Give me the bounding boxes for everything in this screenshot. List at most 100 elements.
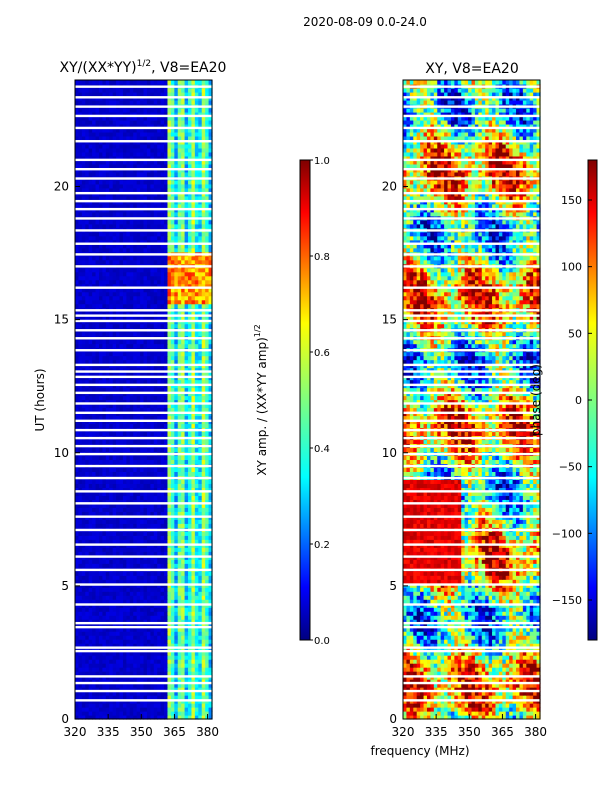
amplitude-heatmap-cell	[160, 339, 165, 345]
amplitude-heatmap-cell	[181, 655, 186, 660]
amplitude-heatmap-cell	[112, 615, 117, 620]
amplitude-heatmap-cell	[174, 687, 179, 692]
amplitude-heatmap-cell	[85, 395, 90, 401]
amplitude-heatmap-cell	[112, 455, 117, 461]
amplitude-heatmap-cell	[146, 291, 151, 297]
amplitude-heatmap-cell	[109, 711, 114, 716]
amplitude-heatmap-cell	[201, 595, 206, 600]
amplitude-heatmap-cell	[95, 523, 100, 528]
amplitude-heatmap-cell	[157, 607, 162, 612]
amplitude-heatmap-cell	[92, 639, 97, 644]
amplitude-heatmap-cell	[198, 359, 203, 365]
amplitude-heatmap-cell	[198, 691, 203, 696]
amplitude-heatmap-cell	[140, 563, 145, 568]
amplitude-heatmap-cell	[129, 507, 134, 512]
amplitude-heatmap-cell	[92, 683, 97, 688]
amplitude-heatmap-cell	[122, 591, 127, 596]
amplitude-heatmap-cell	[164, 703, 169, 708]
amplitude-heatmap-cell	[81, 519, 86, 524]
amplitude-heatmap-cell	[174, 295, 179, 301]
amplitude-heatmap-cell	[174, 351, 179, 357]
amplitude-heatmap-cell	[174, 459, 179, 464]
amplitude-heatmap-cell	[181, 311, 186, 317]
amplitude-heatmap-cell	[105, 599, 110, 604]
amplitude-heatmap-cell	[102, 495, 107, 500]
amplitude-heatmap-cell	[205, 379, 210, 385]
amplitude-heatmap-cell	[92, 659, 97, 664]
amplitude-heatmap-cell	[146, 287, 151, 293]
amplitude-heatmap-cell	[201, 235, 206, 241]
amplitude-heatmap-cell	[116, 579, 121, 584]
amplitude-heatmap-cell	[143, 615, 148, 620]
amplitude-heatmap-cell	[181, 627, 186, 632]
amplitude-heatmap-cell	[81, 231, 86, 237]
amplitude-heatmap-cell	[102, 487, 107, 492]
amplitude-heatmap-cell	[112, 351, 117, 357]
amplitude-heatmap-cell	[98, 647, 103, 652]
amplitude-heatmap-cell	[146, 503, 151, 508]
amplitude-heatmap-cell	[194, 295, 199, 301]
amplitude-heatmap-cell	[181, 507, 186, 512]
amplitude-heatmap-cell	[205, 315, 210, 321]
amplitude-heatmap-cell	[160, 551, 165, 556]
amplitude-heatmap-cell	[157, 599, 162, 604]
amplitude-heatmap-cell	[98, 523, 103, 528]
amplitude-heatmap-cell	[75, 315, 80, 321]
amplitude-heatmap-cell	[109, 563, 114, 568]
amplitude-heatmap-cell	[75, 399, 80, 405]
amplitude-heatmap-cell	[85, 495, 90, 500]
amplitude-heatmap-cell	[92, 379, 97, 385]
amplitude-heatmap-cell	[205, 619, 210, 624]
amplitude-heatmap-cell	[85, 511, 90, 516]
amplitude-heatmap-cell	[136, 431, 141, 437]
amplitude-heatmap-cell	[81, 235, 86, 241]
amplitude-heatmap-cell	[170, 571, 175, 576]
amplitude-heatmap-cell	[194, 511, 199, 516]
amplitude-heatmap-cell	[75, 639, 80, 644]
amplitude-heatmap-cell	[157, 611, 162, 616]
amplitude-heatmap-cell	[140, 323, 145, 329]
amplitude-heatmap-cell	[116, 259, 121, 265]
amplitude-heatmap-cell	[164, 487, 169, 492]
amplitude-heatmap-cell	[191, 423, 196, 429]
amplitude-heatmap-cell	[116, 539, 121, 544]
amplitude-heatmap-cell	[146, 671, 151, 676]
amplitude-heatmap-cell	[102, 535, 107, 540]
amplitude-heatmap-cell	[116, 395, 121, 401]
amplitude-heatmap-cell	[112, 507, 117, 512]
amplitude-heatmap-cell	[140, 679, 145, 684]
amplitude-heatmap-cell	[177, 387, 182, 393]
amplitude-heatmap-cell	[109, 323, 114, 329]
amplitude-heatmap-cell	[88, 619, 93, 624]
amplitude-heatmap-cell	[150, 379, 155, 385]
amplitude-heatmap-cell	[194, 535, 199, 540]
amplitude-heatmap-cell	[146, 667, 151, 672]
amplitude-heatmap-cell	[188, 639, 193, 644]
amplitude-heatmap-cell	[181, 351, 186, 357]
amplitude-heatmap-cell	[201, 231, 206, 237]
amplitude-heatmap-cell	[75, 651, 80, 656]
amplitude-heatmap-cell	[201, 687, 206, 692]
amplitude-heatmap-cell	[188, 627, 193, 632]
amplitude-heatmap-cell	[140, 439, 145, 445]
amplitude-heatmap-cell	[85, 447, 90, 453]
amplitude-heatmap-cell	[88, 403, 93, 409]
amplitude-heatmap-cell	[140, 579, 145, 584]
amplitude-heatmap-cell	[184, 371, 189, 377]
amplitude-heatmap-cell	[188, 287, 193, 293]
amplitude-heatmap-cell	[184, 351, 189, 357]
amplitude-heatmap-cell	[88, 299, 93, 305]
amplitude-heatmap-cell	[150, 563, 155, 568]
amplitude-heatmap-cell	[191, 239, 196, 245]
amplitude-heatmap-cell	[198, 403, 203, 409]
amplitude-heatmap-cell	[109, 295, 114, 301]
amplitude-heatmap-cell	[174, 431, 179, 437]
amplitude-heatmap-cell	[181, 683, 186, 688]
amplitude-heatmap-cell	[75, 695, 80, 700]
amplitude-heatmap-cell	[198, 343, 203, 349]
amplitude-heatmap-cell	[119, 311, 124, 317]
amplitude-heatmap-cell	[191, 483, 196, 488]
amplitude-heatmap-cell	[143, 403, 148, 409]
amplitude-heatmap-cell	[112, 439, 117, 445]
amplitude-heatmap-cell	[146, 423, 151, 429]
